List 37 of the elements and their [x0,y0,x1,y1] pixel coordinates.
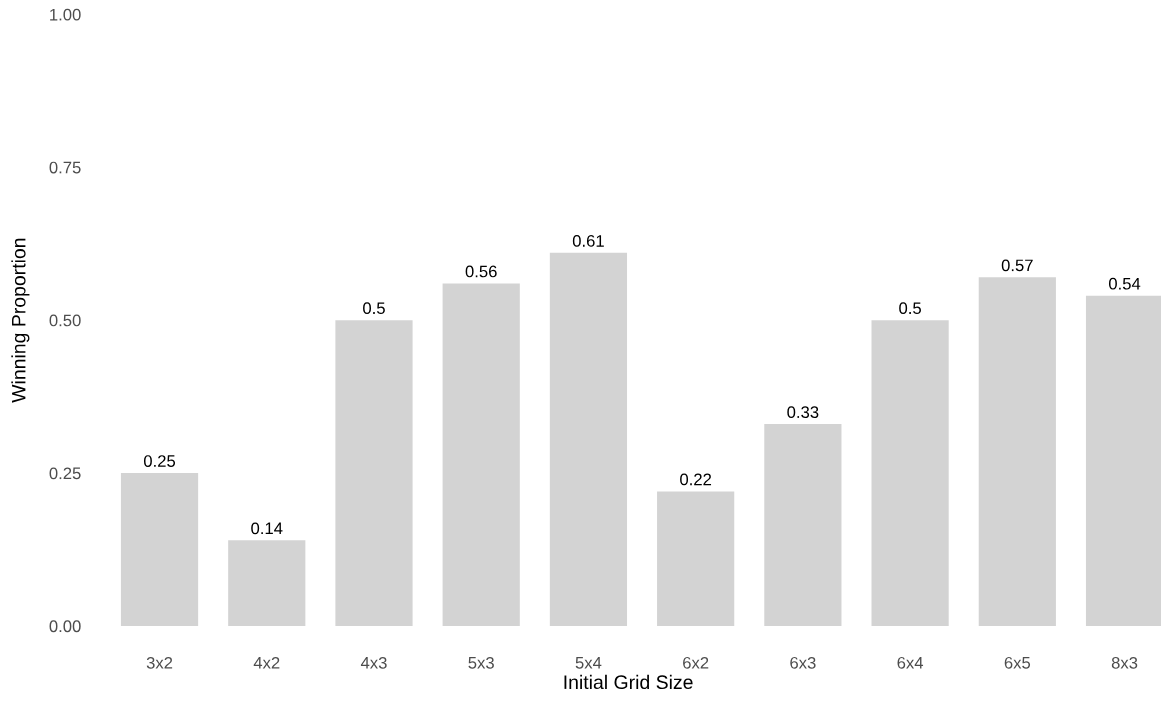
bar [871,320,949,626]
bar [978,277,1056,626]
x-tick-label: 5x4 [575,657,602,669]
data-label: 0.14 [251,522,283,535]
bar [335,320,413,626]
y-tick-label: 1.00 [50,8,81,21]
bar [764,424,842,626]
data-label: 0.61 [572,234,604,247]
y-axis-title: Winning Proportion [11,238,30,403]
x-tick-label: 6x5 [1004,656,1031,669]
x-tick-label: 6x4 [897,656,924,669]
data-label: 0.56 [465,265,497,278]
bar [549,252,628,626]
y-tick-label: 0.00 [49,620,81,633]
x-axis-title: Initial Grid Size [564,674,693,690]
data-label: 0.22 [680,473,712,486]
data-label: 0.5 [899,302,921,315]
x-tick-label: 5x3 [468,656,494,669]
bar [657,491,735,626]
x-tick-label: 4x3 [360,656,387,669]
data-label: 0.57 [1001,259,1033,272]
x-tick-label: 6x2 [683,656,709,669]
x-tick-label: 3x2 [146,656,173,669]
data-label: 0.5 [363,302,385,315]
x-tick-label: 6x3 [790,656,816,669]
y-tick-label: 0.25 [49,467,81,480]
bar [228,540,306,626]
bar [1085,295,1161,626]
y-tick-label: 0.50 [49,314,81,327]
bar [442,283,520,626]
x-tick-label: 8x3 [1111,656,1138,669]
data-label: 0.25 [143,455,176,467]
data-label: 0.54 [1108,277,1141,290]
y-tick-label: 0.75 [49,161,81,174]
x-tick-label: 4x2 [253,656,280,669]
data-label: 0.33 [787,406,819,419]
bar [120,473,199,626]
